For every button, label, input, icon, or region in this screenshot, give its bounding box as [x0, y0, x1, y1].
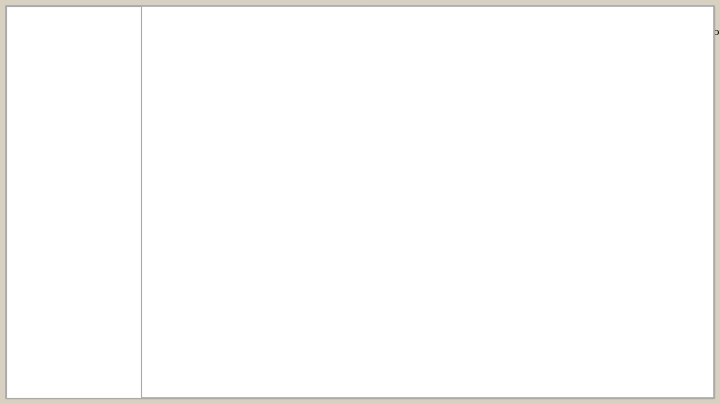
Text: $(-1,5)$: $(-1,5)$ [374, 118, 454, 144]
Text: y: y [251, 49, 257, 58]
Text: $\mathbf{4.}$: $\mathbf{4.}$ [370, 210, 383, 222]
Text: y: y [617, 49, 622, 58]
Text: (-6,4): (-6,4) [134, 75, 164, 85]
Text: $y=2x\!+\!7$: $y=2x\!+\!7$ [386, 78, 438, 92]
Text: Infinite Solutions: Infinite Solutions [16, 300, 132, 314]
Text: x: x [706, 300, 712, 309]
Text: Solve by
Graphing: Solve by Graphing [33, 30, 114, 61]
Text: $-y=-x-6$: $-y=-x-6$ [32, 210, 104, 224]
Text: $y=5$: $y=5$ [378, 180, 423, 201]
Text: x: x [701, 130, 707, 139]
Text: $y=x+6$: $y=x+6$ [22, 274, 77, 290]
Text: x: x [331, 130, 337, 139]
Text: y: y [290, 211, 296, 220]
Text: x: x [359, 300, 364, 309]
Text: $3x+6y=-12$: $3x+6y=-12$ [386, 210, 469, 224]
Text: $y=-\dfrac{5}{3}x-6$: $y=-\dfrac{5}{3}x-6$ [30, 60, 102, 84]
Text: (-1,5): (-1,5) [555, 59, 585, 69]
Text: $y=5$: $y=5$ [386, 60, 415, 74]
Text: $y=x+6$: $y=x+6$ [22, 254, 77, 270]
Text: $\mathbf{2.}$: $\mathbf{2.}$ [370, 60, 383, 72]
Text: $\mathbf{1.}$: $\mathbf{1.}$ [14, 60, 27, 72]
Text: $y=-\dfrac{1}{2}x-5$: $y=-\dfrac{1}{2}x-5$ [386, 232, 457, 255]
Text: $\mathbf{3.}$: $\mathbf{3.}$ [14, 210, 27, 222]
Text: $\dfrac{3x+18}{3}=\dfrac{3y}{3}$: $\dfrac{3x+18}{3}=\dfrac{3y}{3}$ [32, 224, 96, 249]
Text: $x=-1$: $x=-1$ [378, 155, 445, 173]
Text: y: y [626, 211, 632, 220]
Text: Solve each system of equations below by graphing. Identify the solution.: Solve each system of equations below by … [347, 28, 720, 37]
Text: $y=\dfrac{1}{6}x+5$: $y=\dfrac{1}{6}x+5$ [30, 90, 87, 114]
